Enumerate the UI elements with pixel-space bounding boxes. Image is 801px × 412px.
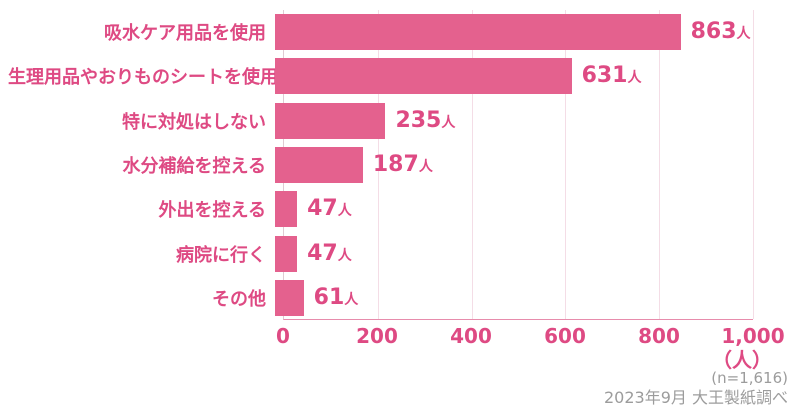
bar-row: 特に対処はしない 235人	[8, 99, 793, 143]
category-label: 外出を控える	[158, 200, 266, 222]
bar-row: 外出を控える 47人	[8, 187, 793, 231]
value-unit: 人	[344, 291, 359, 308]
value-unit: 人	[337, 247, 352, 264]
category-label: 病院に行く	[176, 244, 266, 266]
bar-row: 水分補給を控える 187人	[8, 143, 793, 187]
x-tick-800: 800	[638, 324, 680, 348]
value-label: 47人	[307, 240, 352, 266]
bar-rows: 吸水ケア用品を使用 863人 生理用品やおりものシートを使用 631人 特に対処…	[8, 10, 793, 320]
value-number: 631	[581, 63, 628, 89]
value-number: 187	[372, 152, 419, 178]
value-number: 47	[307, 196, 338, 222]
value-unit: 人	[337, 203, 352, 220]
category-label: 吸水ケア用品を使用	[104, 23, 266, 45]
axis-unit-label: （人）	[712, 348, 772, 372]
gridline-200	[377, 10, 379, 319]
chart-notes: (n=1,616) 2023年9月 大王製紙調べ	[604, 369, 788, 408]
value-number: 863	[690, 19, 737, 45]
x-axis: 0 200 400 600 800 1,000	[276, 324, 785, 348]
bar-track: 47人	[275, 191, 745, 228]
bar-row: その他 61人	[8, 276, 793, 320]
value-number: 47	[307, 240, 338, 266]
bar	[275, 14, 681, 51]
bar-row: 吸水ケア用品を使用 863人	[8, 10, 793, 54]
x-tick-0: 0	[276, 324, 290, 348]
bar-row: 生理用品やおりものシートを使用 631人	[8, 54, 793, 98]
value-label: 863人	[691, 21, 751, 43]
bar	[275, 279, 304, 316]
bar-track: 47人	[275, 235, 745, 272]
source-note: 2023年9月 大王製紙調べ	[604, 387, 788, 407]
x-tick-1000: 1,000	[721, 324, 785, 348]
gridline-600	[565, 10, 567, 319]
bar-track: 235人	[275, 102, 745, 139]
value-unit: 人	[418, 159, 433, 176]
value-unit: 人	[736, 26, 751, 43]
bar	[275, 102, 386, 139]
value-unit: 人	[627, 70, 642, 87]
bar-track: 187人	[275, 147, 745, 184]
bar	[275, 58, 572, 95]
value-label: 187人	[373, 154, 433, 176]
bar	[275, 147, 363, 184]
value-unit: 人	[441, 114, 456, 131]
category-label: 生理用品やおりものシートを使用	[8, 67, 278, 89]
value-label: 61人	[313, 284, 359, 310]
bar-row: 病院に行く 47人	[8, 231, 793, 275]
value-number: 235	[395, 107, 442, 133]
sample-size-note: (n=1,616)	[711, 369, 788, 387]
bar	[275, 191, 298, 228]
value-label: 47人	[307, 198, 352, 220]
category-label: その他	[212, 288, 266, 310]
gridline-400	[471, 10, 473, 319]
category-label: 特に対処はしない	[122, 111, 266, 133]
value-label: 631人	[582, 65, 642, 87]
bar-track: 61人	[275, 279, 745, 316]
category-label: 水分補給を控える	[122, 156, 266, 178]
gridline-1000	[753, 10, 754, 319]
x-tick-200: 200	[356, 324, 398, 348]
x-tick-600: 600	[544, 324, 586, 348]
value-number: 61	[313, 284, 345, 310]
gridline-800	[659, 10, 661, 319]
bar-track: 863人	[275, 14, 751, 51]
bar	[275, 235, 298, 272]
x-tick-400: 400	[450, 324, 492, 348]
bar-track: 631人	[275, 58, 745, 95]
value-label: 235人	[395, 107, 456, 133]
